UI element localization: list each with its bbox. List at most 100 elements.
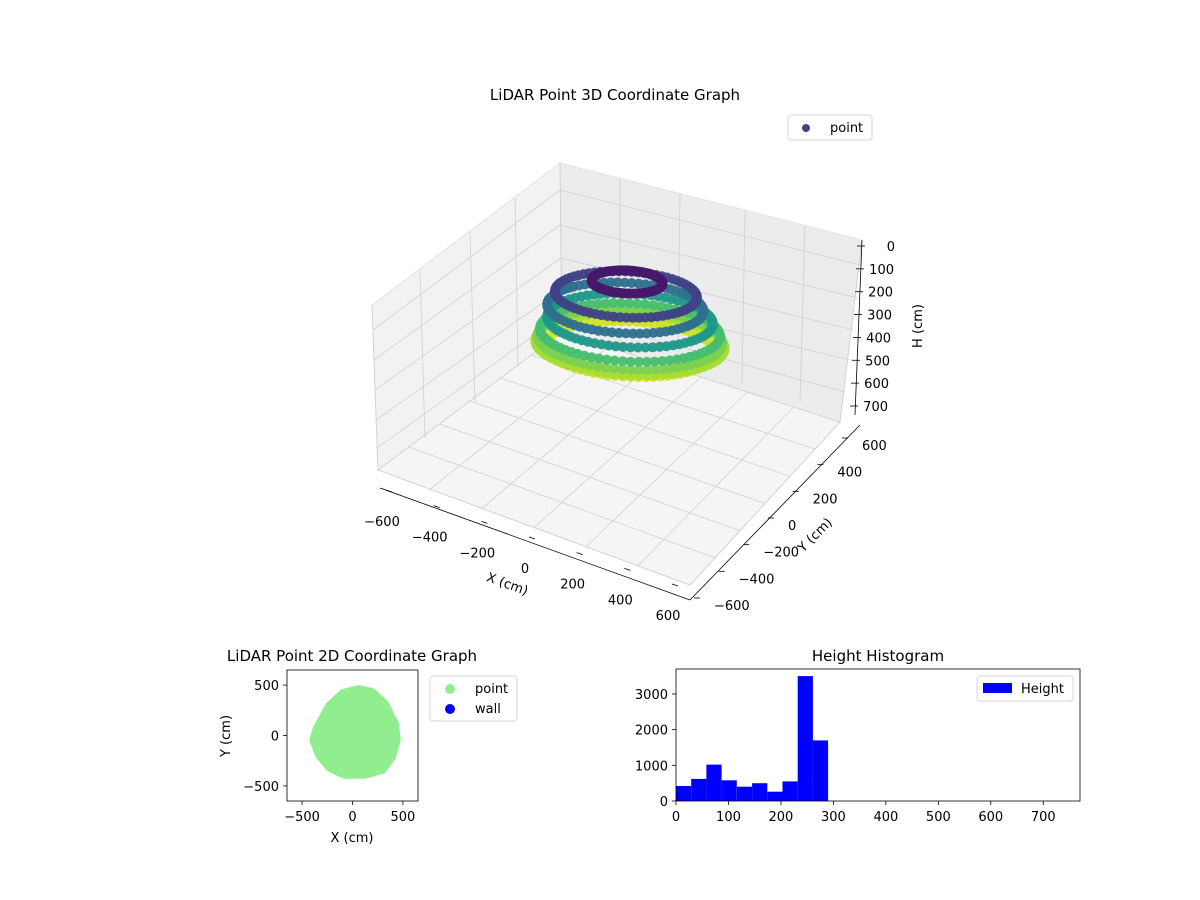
- gridline-3d: [373, 224, 561, 361]
- lidar-2d-title: LiDAR Point 2D Coordinate Graph: [227, 647, 477, 665]
- gridline-3d: [559, 224, 859, 299]
- point-3d: [648, 300, 659, 311]
- y-tick-label-hist: 1000: [635, 759, 668, 774]
- point-3d: [632, 298, 643, 309]
- y-tick-label-3d: −200: [763, 546, 799, 561]
- legend-hist: Height: [976, 675, 1074, 702]
- point-3d: [625, 342, 636, 353]
- point-3d: [612, 277, 623, 288]
- x-tick-label-2d: 0: [348, 810, 356, 825]
- point-3d: [601, 354, 612, 365]
- legend-2d: point wall: [429, 675, 518, 722]
- point-3d: [690, 297, 701, 308]
- y-axis-line: [689, 424, 861, 601]
- x-tick-label-3d: −200: [459, 546, 495, 561]
- x-tick-label-2d: 500: [390, 810, 415, 825]
- y-tick-label-3d: −600: [714, 599, 750, 614]
- legend-2d-marker-point: [445, 684, 455, 694]
- gridline-3d: [799, 225, 806, 403]
- histogram-bar: [721, 780, 737, 801]
- point-3d: [656, 301, 666, 312]
- y-tick-label-2d: 0: [271, 730, 279, 745]
- point-3d: [624, 298, 635, 309]
- x-tick-3d: [481, 520, 488, 524]
- x-tick-label-3d: 0: [521, 562, 529, 577]
- point-3d: [617, 356, 628, 367]
- x-tick-label-hist: 500: [926, 810, 951, 825]
- legend-hist-label: Height: [1021, 682, 1064, 697]
- x-axis-line: [379, 487, 691, 601]
- point-3d: [640, 299, 651, 310]
- x-tick-3d: [671, 583, 679, 587]
- point-3d: [585, 360, 596, 370]
- point-3d: [641, 356, 652, 367]
- x-tick-label-hist: 600: [978, 810, 1003, 825]
- y-tick-label-3d: 0: [788, 519, 796, 534]
- gridline-3d: [559, 189, 861, 266]
- point-3d: [608, 297, 619, 308]
- y-axis-label-3d: Y (cm): [795, 515, 836, 556]
- point-3d: [610, 341, 621, 352]
- point-3d: [642, 364, 653, 375]
- histogram-title: Height Histogram: [812, 647, 944, 665]
- point-3d: [657, 356, 668, 367]
- x-tick-label-hist: 0: [672, 810, 680, 825]
- y-tick-label-hist: 2000: [635, 724, 668, 739]
- gridline-3d: [514, 197, 519, 367]
- point-3d: [593, 361, 604, 372]
- lidar-3d-chart: LiDAR Point 3D Coordinate Graph −600 −400…: [364, 86, 926, 624]
- histogram-bar: [752, 783, 768, 801]
- y-tick-label-3d: 400: [837, 466, 862, 481]
- point-3d: [625, 356, 636, 367]
- z-tick-label-3d: 0: [887, 240, 895, 255]
- point-3d: [665, 363, 676, 374]
- x-tick-label-3d: −600: [364, 515, 400, 530]
- point-3d: [625, 364, 636, 375]
- point-3d: [616, 297, 627, 308]
- legend-2d-label-point: point: [475, 682, 508, 697]
- pane-back-wall: [371, 162, 863, 586]
- y-axis-label-2d: Y (cm): [219, 715, 234, 758]
- point-3d: [586, 352, 597, 363]
- gridline-3d: [374, 257, 562, 391]
- height-histogram-chart: Height Histogram 0 100 200 300 400 500 600 7000…: [635, 647, 1081, 825]
- y-tick-label-3d: −400: [739, 572, 775, 587]
- point-3d: [640, 342, 651, 353]
- x-tick-3d: [385, 489, 393, 493]
- point-3d: [618, 341, 629, 352]
- ticks-hist: 0 100 200 300 400 500 600 700 0 1000 2000 3000: [635, 688, 1056, 825]
- x-tick-label-3d: −400: [412, 531, 448, 546]
- point-3d: [592, 298, 603, 309]
- x-tick-label-hist: 700: [1031, 810, 1056, 825]
- x-tick-label-3d: 200: [560, 578, 585, 593]
- point-3d: [650, 364, 661, 375]
- histogram-bar: [782, 781, 798, 801]
- point-3d: [654, 319, 665, 330]
- z-tick-label-3d: 600: [864, 377, 889, 392]
- y-tick-label-2d: −500: [243, 780, 279, 795]
- point-3d: [634, 364, 644, 375]
- gridline-3d: [371, 304, 379, 471]
- y-tick-label-2d: 500: [254, 679, 279, 694]
- x-tick-label-hist: 200: [769, 810, 794, 825]
- point-3d: [627, 328, 638, 339]
- z-ticks-3d: 0 100 200 300 400 500 600 700: [850, 240, 895, 415]
- gridline-3d: [689, 421, 841, 586]
- y-tick-label-hist: 3000: [635, 688, 668, 703]
- histogram-bar: [706, 764, 722, 801]
- x-tick-3d: [528, 536, 536, 540]
- point-3d: [594, 353, 604, 364]
- point-3d: [656, 280, 667, 291]
- point-3d: [658, 364, 669, 375]
- point-3d: [712, 337, 723, 348]
- y-tick-label-3d: 200: [813, 492, 838, 507]
- x-tick-label-2d: −500: [284, 810, 320, 825]
- gridline-3d: [375, 289, 562, 421]
- x-tick-label-hist: 100: [716, 810, 741, 825]
- gridline-3d: [741, 209, 746, 385]
- lidar-2d-chart: LiDAR Point 2D Coordinate Graph −500 0 500…: [219, 647, 518, 846]
- x-tick-3d: [624, 567, 631, 571]
- plot-frame-hist: [675, 668, 1081, 802]
